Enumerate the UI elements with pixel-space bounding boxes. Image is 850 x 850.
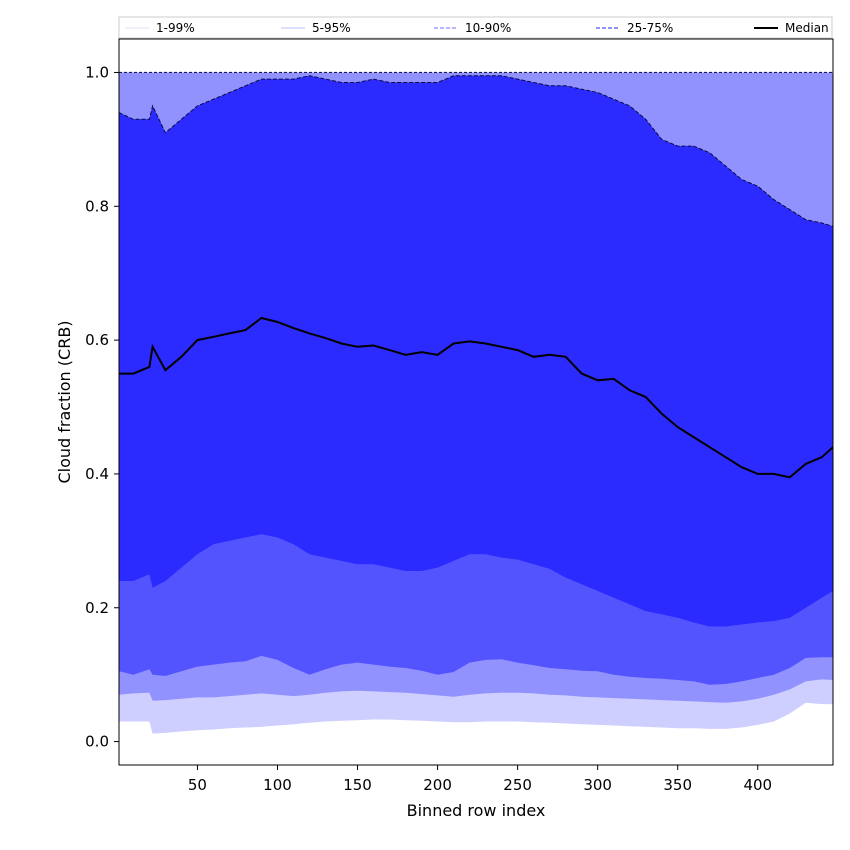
plot-area [118,38,834,766]
legend-label: 25-75% [627,21,673,35]
x-axis-label: Binned row index [407,801,546,820]
y-axis: 0.0 0.2 0.4 0.6 0.8 1.0 [85,63,119,751]
x-axis: 50 100 150 200 250 300 350 400 [188,765,772,794]
band-25-75pct [119,75,833,627]
x-tick-label: 50 [188,776,207,794]
plot-frame [118,38,834,766]
y-tick-label: 0.6 [85,331,109,349]
x-tick-label: 400 [743,776,772,794]
y-axis-label: Cloud fraction (CRB) [55,320,74,483]
percentile-bands [119,72,833,734]
x-tick-label: 350 [663,776,692,794]
y-tick-label: 0.0 [85,733,109,751]
y-tick-label: 0.4 [85,465,109,483]
x-tick-label: 200 [423,776,452,794]
y-tick-label: 1.0 [85,63,109,81]
x-tick-label: 300 [583,776,612,794]
x-tick-label: 100 [263,776,292,794]
series-line-median [119,316,833,479]
legend-label: 10-90% [465,21,511,35]
y-tick-label: 0.8 [85,197,109,215]
percentile-lines [119,71,833,479]
legend: 1-99% 5-95% 10-90% 25-75% Median [118,16,833,39]
legend-label: Median [785,21,829,35]
series-line-upper-edge [119,75,833,227]
x-tick-label: 150 [343,776,372,794]
legend-label: 1-99% [156,21,195,35]
x-tick-label: 250 [503,776,532,794]
legend-label: 5-95% [312,21,351,35]
y-tick-label: 0.2 [85,599,109,617]
legend-box [118,16,833,39]
